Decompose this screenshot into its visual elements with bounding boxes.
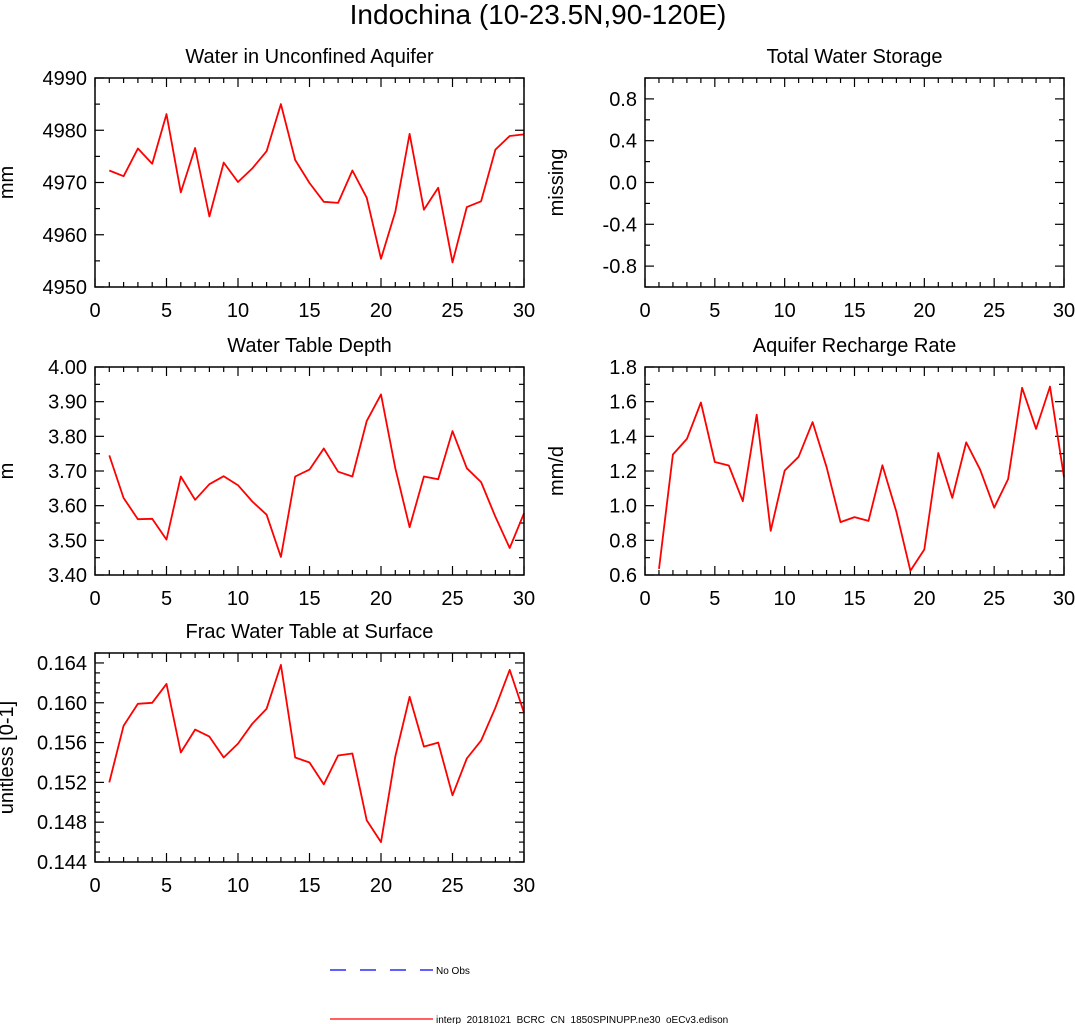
y-tick-label: 3.70 — [48, 461, 87, 483]
plot-frame — [94, 652, 525, 863]
y-tick-label: 4970 — [43, 173, 88, 195]
y-axis-label: mm/d — [546, 446, 568, 496]
series-line-0 — [658, 385, 1065, 572]
legend-label-model: interp_20181021_BCRC_CN_1850SPINUPP.ne30… — [436, 1015, 728, 1024]
y-axis-label: mm — [0, 166, 18, 199]
x-tick-label: 10 — [227, 300, 249, 322]
y-tick-label: 0.152 — [37, 772, 87, 794]
x-tick-label: 15 — [298, 875, 320, 897]
x-tick-label: 5 — [161, 588, 172, 610]
x-tick-label: 15 — [843, 300, 865, 322]
chart-title: Water Table Depth — [227, 335, 392, 357]
x-tick-label: 30 — [1053, 300, 1075, 322]
y-tick-label: 0.156 — [37, 733, 87, 755]
y-tick-label: 0.6 — [609, 565, 637, 587]
x-tick-label: 15 — [843, 588, 865, 610]
figure-title: Indochina (10-23.5N,90-120E) — [350, 0, 727, 30]
y-tick-label: 3.90 — [48, 392, 87, 414]
x-tick-label: 10 — [227, 875, 249, 897]
x-tick-label: 25 — [441, 875, 463, 897]
legend-label-no-obs: No Obs — [436, 966, 470, 977]
x-tick-label: 5 — [709, 300, 720, 322]
y-tick-label: 1.8 — [609, 357, 637, 379]
y-tick-label: 0.144 — [37, 852, 87, 874]
y-tick-label: 0.160 — [37, 693, 87, 715]
chart-panel-total-water-storage: Total Water Storage missing 0 5 10 15 20 25 30 -0… — [546, 46, 1075, 322]
y-tick-label: 1.2 — [609, 461, 637, 483]
series-line-0 — [108, 393, 525, 558]
chart-title: Water in Unconfined Aquifer — [185, 46, 434, 68]
x-tick-label: 10 — [774, 588, 796, 610]
y-tick-label: 4960 — [43, 225, 88, 247]
y-tick-label: 4990 — [43, 68, 88, 90]
y-tick-label: 0.8 — [609, 89, 637, 111]
x-tick-label: 0 — [89, 588, 100, 610]
x-tick-label: 30 — [513, 300, 535, 322]
y-tick-label: 3.40 — [48, 565, 87, 587]
chart-panel-aquifer-recharge-rate: Aquifer Recharge Rate mm/d 0 5 10 15 20 25 30 0.6… — [546, 335, 1075, 610]
x-tick-label: 5 — [161, 875, 172, 897]
x-tick-label: 0 — [639, 588, 650, 610]
plot-frame — [94, 77, 525, 288]
y-tick-label: 1.6 — [609, 392, 637, 414]
series-line-0 — [108, 103, 525, 264]
y-tick-label: 3.80 — [48, 426, 87, 448]
chart-panel-frac-water-table-surface: Frac Water Table at Surface unitless [0-1… — [0, 621, 535, 897]
y-tick-label: 0.0 — [609, 173, 637, 195]
plot-frame — [644, 366, 1065, 576]
y-axis-label: missing — [546, 149, 568, 217]
chart-title: Total Water Storage — [766, 46, 942, 68]
chart-title: Frac Water Table at Surface — [186, 621, 434, 643]
y-tick-label: -0.8 — [603, 256, 637, 278]
x-tick-label: 0 — [639, 300, 650, 322]
x-tick-label: 0 — [89, 875, 100, 897]
plot-frame — [644, 77, 1065, 288]
chart-panel-water-table-depth: Water Table Depth m 0 5 10 15 20 25 30 3.40 3.50 3.… — [0, 335, 535, 610]
plot-frame — [94, 366, 525, 576]
x-tick-label: 5 — [161, 300, 172, 322]
y-tick-label: 3.60 — [48, 496, 87, 518]
y-axis-label: unitless [0-1] — [0, 701, 18, 814]
y-tick-label: 0.164 — [37, 653, 87, 675]
y-tick-label: 0.8 — [609, 530, 637, 552]
x-tick-label: 15 — [298, 588, 320, 610]
x-tick-label: 25 — [441, 588, 463, 610]
x-tick-label: 30 — [513, 588, 535, 610]
legend: No Obs interp_20181021_BCRC_CN_1850SPINU… — [330, 966, 728, 1024]
y-tick-label: 0.4 — [609, 131, 637, 153]
x-tick-label: 30 — [513, 875, 535, 897]
y-tick-label: -0.4 — [603, 214, 637, 236]
y-tick-label: 4980 — [43, 120, 88, 142]
chart-panel-water-unconfined-aquifer: Water in Unconfined Aquifer mm 0 5 10 15 20 25 3… — [0, 46, 535, 322]
x-tick-label: 25 — [983, 588, 1005, 610]
y-tick-label: 4950 — [43, 277, 88, 299]
x-tick-label: 25 — [983, 300, 1005, 322]
chart-title: Aquifer Recharge Rate — [753, 335, 956, 357]
x-tick-label: 20 — [913, 588, 935, 610]
series-line-0 — [108, 664, 525, 843]
x-tick-label: 5 — [709, 588, 720, 610]
x-tick-label: 20 — [370, 875, 392, 897]
y-tick-label: 0.148 — [37, 812, 87, 834]
x-tick-label: 10 — [227, 588, 249, 610]
y-tick-label: 4.00 — [48, 357, 87, 379]
x-tick-label: 20 — [370, 300, 392, 322]
x-tick-label: 30 — [1053, 588, 1075, 610]
y-axis-label: m — [0, 463, 18, 480]
y-tick-label: 1.4 — [609, 426, 637, 448]
x-tick-label: 25 — [441, 300, 463, 322]
x-tick-label: 20 — [370, 588, 392, 610]
y-tick-label: 3.50 — [48, 530, 87, 552]
x-tick-label: 10 — [774, 300, 796, 322]
x-tick-label: 0 — [89, 300, 100, 322]
x-tick-label: 20 — [913, 300, 935, 322]
x-tick-label: 15 — [298, 300, 320, 322]
y-tick-label: 1.0 — [609, 496, 637, 518]
